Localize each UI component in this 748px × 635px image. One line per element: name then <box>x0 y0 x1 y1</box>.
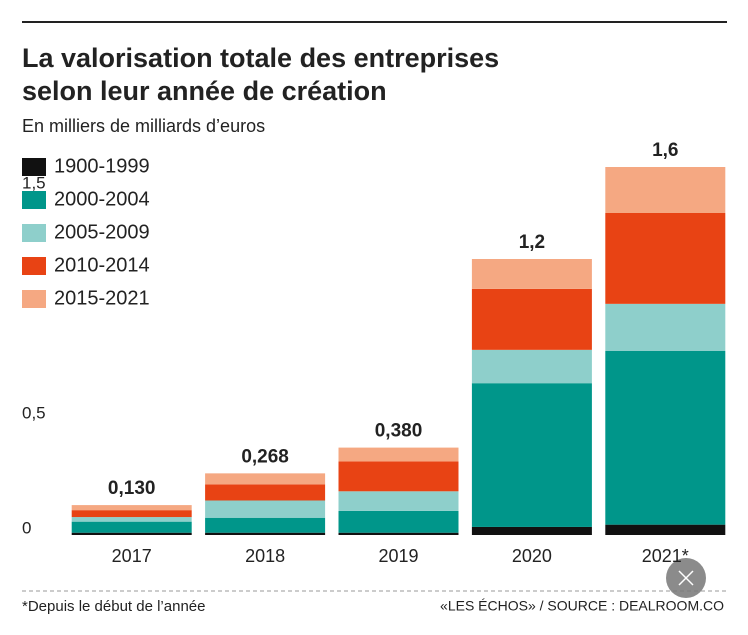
bar-segment <box>471 349 592 384</box>
legend-label: 2000-2004 <box>54 188 150 210</box>
bar-segment <box>605 167 726 213</box>
bar-segment <box>71 517 192 522</box>
bar-segment <box>471 383 592 527</box>
x-tick-label: 2018 <box>245 546 285 566</box>
bar-segment <box>338 532 459 535</box>
bar-segment <box>338 447 459 462</box>
legend-swatch <box>22 191 46 209</box>
bar-segment <box>338 461 459 492</box>
bar-segment <box>471 526 592 535</box>
total-label: 1,2 <box>519 232 545 253</box>
bar-segment <box>71 532 192 535</box>
bar-segment <box>338 510 459 533</box>
bar-segment <box>605 303 726 351</box>
chart-title: selon leur année de création <box>22 76 387 106</box>
x-tick-label: 2017 <box>112 546 152 566</box>
bar-segment <box>205 500 326 518</box>
legend-label: 2015-2021 <box>54 287 150 309</box>
y-tick-label: 1,5 <box>22 173 46 192</box>
bar-segment <box>338 491 459 511</box>
source: «LES ÉCHOS» / SOURCE : DEALROOM.CO <box>440 598 724 614</box>
x-tick-label: 2019 <box>378 546 418 566</box>
legend-swatch <box>22 224 46 242</box>
bar-segment <box>605 524 726 535</box>
y-tick-label: 0 <box>22 518 31 537</box>
total-label: 1,6 <box>652 140 678 161</box>
bar-segment <box>205 517 326 533</box>
bar-segment <box>205 473 326 485</box>
y-tick-label: 0,5 <box>22 403 46 422</box>
total-label: 0,380 <box>375 421 423 442</box>
x-tick-label: 2020 <box>512 546 552 566</box>
bar-segment <box>605 351 726 525</box>
total-label: 0,268 <box>241 446 289 467</box>
bar-segment <box>471 288 592 350</box>
legend-swatch <box>22 257 46 275</box>
bar-segment <box>605 213 726 304</box>
bar-segment <box>71 521 192 533</box>
legend-swatch <box>22 290 46 308</box>
chart-title: La valorisation totale des entreprises <box>22 43 499 73</box>
x-tick-label: 2021* <box>642 546 689 566</box>
bar-segment <box>71 505 192 511</box>
footnote: *Depuis le début de l’année <box>22 598 205 615</box>
bar-segment <box>205 532 326 535</box>
expand-icon-glyph <box>678 570 694 586</box>
bar-segment <box>71 510 192 518</box>
total-label: 0,130 <box>108 478 156 499</box>
bar-segment <box>205 484 326 501</box>
legend-label: 2005-2009 <box>54 221 150 243</box>
bar-segment <box>471 259 592 289</box>
subtitle: En milliers de milliards d’euros <box>22 116 265 136</box>
legend-label: 1900-1999 <box>54 155 150 177</box>
legend-swatch <box>22 158 46 176</box>
legend-label: 2010-2014 <box>54 254 150 276</box>
